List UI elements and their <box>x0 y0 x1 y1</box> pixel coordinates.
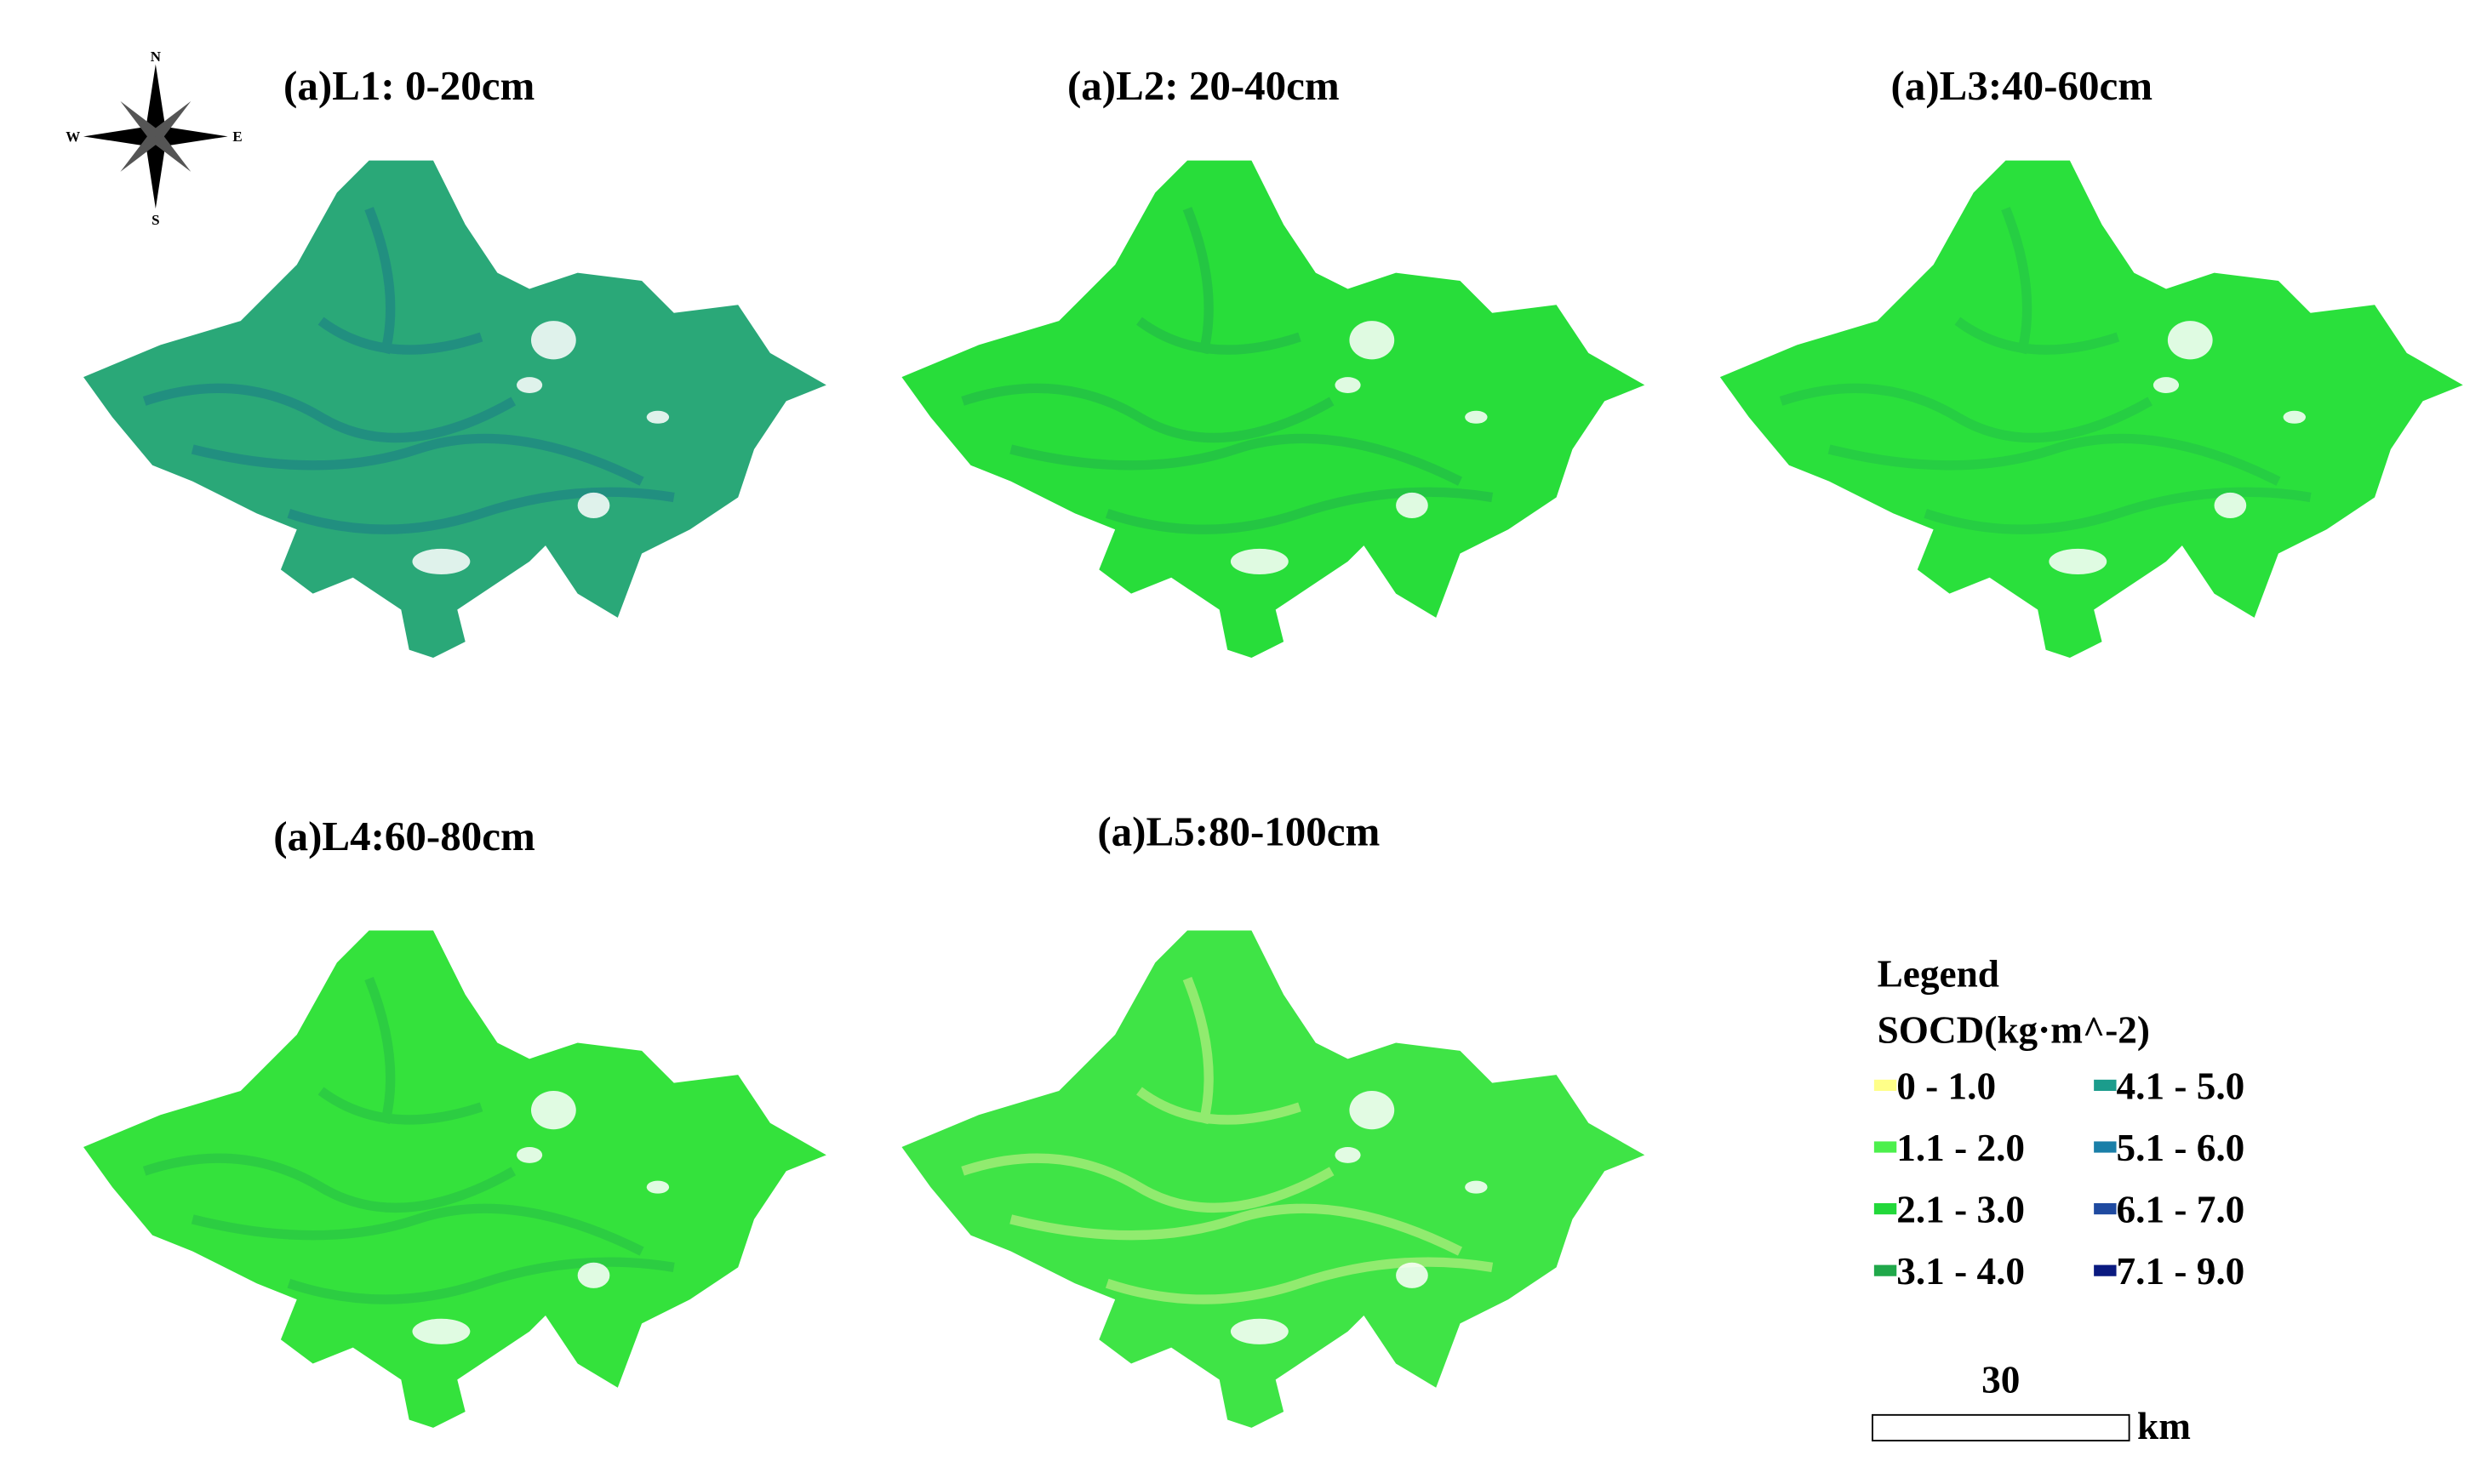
urban-area <box>2214 492 2247 519</box>
scale-bar-rect <box>1872 1413 2130 1441</box>
legend-swatch <box>2094 1079 2117 1092</box>
legend-label: 4.1 - 5.0 <box>2117 1064 2245 1107</box>
urban-area <box>577 1262 610 1288</box>
urban-area <box>1465 410 1488 424</box>
urban-area <box>530 1091 576 1130</box>
urban-area <box>1335 377 1361 393</box>
region <box>83 160 826 659</box>
legend-swatch <box>1873 1079 1897 1092</box>
urban-area <box>2049 548 2107 575</box>
legend-swatch <box>2094 1202 2117 1215</box>
urban-area <box>2153 377 2180 393</box>
legend-label: 5.1 - 6.0 <box>2117 1127 2245 1169</box>
panel-title: (a)L3:40-60cm <box>1891 62 2153 109</box>
legend-label: 3.1 - 4.0 <box>1896 1250 2025 1293</box>
region <box>901 160 1645 659</box>
urban-area <box>1335 1147 1361 1163</box>
urban-area <box>412 1318 471 1344</box>
legend: Legend SOCD(kg·m^-2) 0 - 1.0 1.1 - 2.0 2.1… <box>1873 952 2245 1293</box>
compass-north: N <box>151 49 162 65</box>
urban-area <box>2167 321 2213 360</box>
urban-area <box>1349 321 1395 360</box>
legend-swatch <box>1873 1264 1897 1276</box>
urban-area <box>577 492 610 519</box>
scale-unit: km <box>2137 1405 2191 1447</box>
urban-area <box>517 377 543 393</box>
panel-title: (a)L5:80-100cm <box>1097 808 1380 855</box>
legend-label: 1.1 - 2.0 <box>1896 1127 2025 1169</box>
compass: N S E W <box>66 49 242 228</box>
scale-bar: 30 km <box>1872 1358 2191 1447</box>
scale-value: 30 <box>1981 1358 2020 1401</box>
region <box>901 930 1645 1428</box>
map-panel <box>1719 160 2463 659</box>
urban-area <box>530 321 576 360</box>
legend-label: 7.1 - 9.0 <box>2117 1250 2245 1293</box>
urban-area <box>517 1147 543 1163</box>
region <box>83 930 826 1428</box>
map-panel <box>901 930 1645 1428</box>
urban-area <box>646 410 670 424</box>
map-panel <box>83 160 826 659</box>
compass-east: E <box>232 128 242 145</box>
legend-swatch <box>2094 1141 2117 1153</box>
legend-swatch <box>1873 1202 1897 1215</box>
legend-swatch <box>2094 1264 2117 1276</box>
urban-area <box>646 1180 670 1194</box>
map-panel <box>83 930 826 1428</box>
panel-title: (a)L1: 0-20cm <box>283 62 535 109</box>
legend-label: 6.1 - 7.0 <box>2117 1189 2245 1231</box>
panel-title: (a)L2: 20-40cm <box>1067 62 1340 109</box>
legend-subtitle: SOCD(kg·m^-2) <box>1878 1008 2150 1051</box>
urban-area <box>1396 1262 1428 1288</box>
urban-area <box>412 548 471 575</box>
compass-west: W <box>66 128 80 145</box>
legend-label: 0 - 1.0 <box>1896 1064 1996 1107</box>
urban-area <box>1230 1318 1289 1344</box>
urban-area <box>1230 548 1289 575</box>
urban-area <box>2283 410 2306 424</box>
urban-area <box>1465 1180 1488 1194</box>
legend-title: Legend <box>1878 952 1999 995</box>
urban-area <box>1349 1091 1395 1130</box>
compass-south: S <box>152 212 159 228</box>
legend-swatch <box>1873 1141 1897 1153</box>
panel-title: (a)L4:60-80cm <box>273 813 535 859</box>
map-panel <box>901 160 1645 659</box>
region <box>1719 160 2463 659</box>
urban-area <box>1396 492 1428 519</box>
legend-label: 2.1 - 3.0 <box>1896 1189 2025 1231</box>
